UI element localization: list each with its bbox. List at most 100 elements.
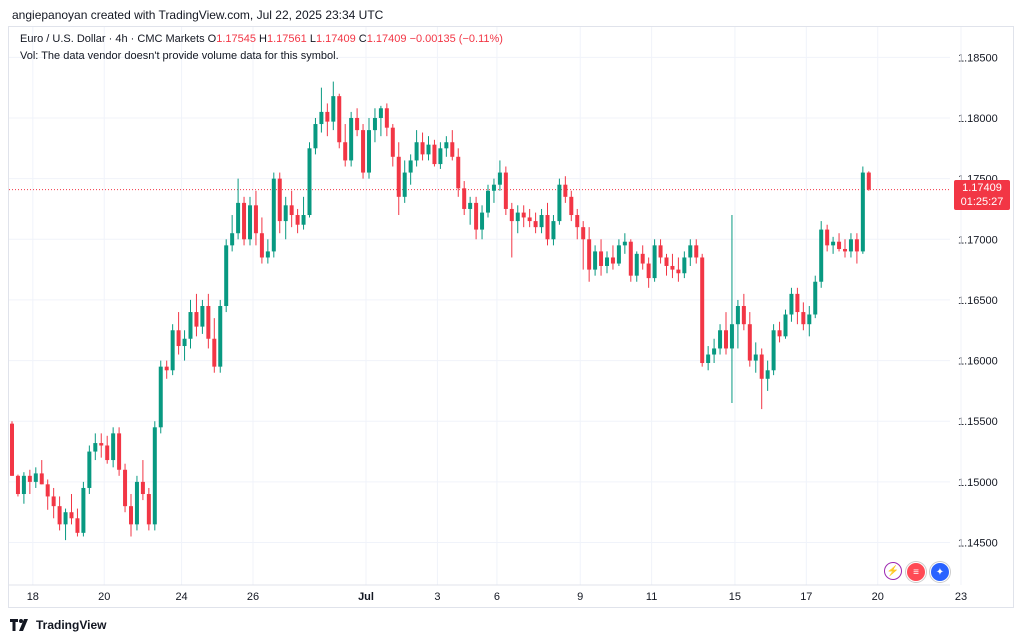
candle-body: [646, 263, 651, 279]
candle-body: [765, 370, 770, 379]
candle-body: [712, 348, 717, 355]
candle-body: [129, 506, 133, 525]
candle-body: [384, 108, 389, 128]
candle-body: [718, 330, 723, 349]
candle-body: [438, 148, 443, 165]
candle-body: [771, 330, 776, 371]
open-label: O: [207, 33, 217, 45]
candle-body: [99, 443, 104, 446]
candle-body: [212, 338, 217, 367]
candle-body: [378, 108, 383, 118]
candle-body: [349, 117, 354, 161]
candle-body: [152, 427, 157, 525]
x-tick-label: 23: [955, 591, 967, 603]
x-tick-label: 17: [800, 591, 812, 603]
candle-body: [337, 96, 342, 143]
candle-body: [551, 221, 556, 240]
candle-body: [265, 251, 270, 258]
candle-body: [361, 130, 366, 173]
candle-body: [670, 265, 675, 270]
candle-body: [813, 281, 818, 315]
symbol-badges: ⚡ ≡ ✦: [884, 562, 950, 582]
candle-body: [491, 184, 496, 191]
candle-body: [825, 229, 830, 246]
volume-note: Vol: The data vendor doesn't provide vol…: [20, 50, 339, 62]
candle-body: [63, 512, 68, 525]
candle-body: [497, 172, 502, 185]
candle-body: [396, 156, 401, 197]
low-value: 1.17409: [315, 33, 356, 45]
candle-body: [521, 212, 526, 218]
ohlc-legend: Euro / U.S. Dollar · 4h · CMC Markets O 1…: [20, 33, 503, 45]
candle-body: [194, 312, 199, 327]
candle-body: [503, 172, 508, 209]
candle-body: [759, 354, 764, 379]
candle-body: [545, 215, 550, 240]
eu-flag-icon[interactable]: ✦: [930, 562, 950, 582]
candle-body: [117, 433, 122, 470]
candle-body: [616, 245, 621, 264]
candle-body: [676, 269, 681, 274]
low-label: L: [309, 33, 316, 45]
candle-body: [729, 324, 734, 349]
candle-body: [253, 205, 258, 234]
last-price-label: 1.17409 01:25:27: [954, 180, 1010, 210]
candle-body: [313, 124, 318, 149]
candle-body: [450, 142, 455, 157]
candle-body: [735, 306, 740, 325]
candle-body: [414, 142, 419, 161]
x-tick-label: Jul: [358, 591, 374, 603]
bolt-icon[interactable]: ⚡: [884, 562, 902, 580]
y-tick-label: 1.15500: [958, 416, 998, 428]
close-value: 1.17409: [366, 33, 407, 45]
candle-body: [420, 142, 425, 155]
candle-body: [747, 324, 752, 361]
y-tick-label: 1.16500: [958, 295, 998, 307]
candle-body: [15, 475, 20, 495]
y-tick-label: 1.14500: [958, 538, 998, 550]
candle-body: [634, 253, 639, 276]
candle-body: [664, 257, 669, 266]
y-tick-label: 1.18000: [958, 113, 998, 125]
candle-body: [539, 215, 544, 228]
candle-body: [843, 248, 847, 252]
candle-body: [164, 366, 169, 371]
candle-body: [45, 484, 50, 497]
us-flag-icon[interactable]: ≡: [906, 562, 926, 582]
candle-body: [343, 142, 348, 161]
candle-body: [176, 330, 181, 347]
candle-body: [87, 451, 92, 488]
candle-body: [170, 330, 175, 371]
y-tick-label: 1.16000: [958, 356, 998, 368]
y-tick-label: 1.17000: [958, 234, 998, 246]
x-tick-label: 6: [494, 591, 500, 603]
candle-body: [259, 233, 264, 258]
x-tick-label: 26: [247, 591, 259, 603]
candle-body: [486, 190, 490, 213]
x-tick-label: 15: [729, 591, 741, 603]
candle-body: [700, 257, 705, 364]
candle-body: [807, 314, 812, 325]
countdown-value: 01:25:27: [960, 196, 1004, 208]
candle-body: [206, 306, 211, 339]
candle-body: [319, 111, 324, 125]
candle-body: [783, 314, 788, 337]
footer-brand[interactable]: TradingView: [10, 618, 106, 632]
candle-body: [652, 245, 657, 279]
candle-body: [218, 306, 223, 367]
candle-body: [200, 306, 205, 327]
candle-body: [593, 251, 598, 270]
candle-body: [515, 212, 520, 222]
candle-body: [569, 196, 574, 216]
candle-body: [134, 481, 139, 525]
change-value: −0.00135 (−0.11%): [409, 33, 503, 45]
candle-body: [75, 518, 80, 533]
symbol-label: Euro / U.S. Dollar · 4h · CMC Markets: [20, 33, 205, 45]
y-tick-label: 1.18500: [958, 52, 998, 64]
chart-frame: [8, 26, 1014, 608]
candle-body: [372, 117, 377, 131]
candle-body: [866, 172, 871, 190]
last-price-value: 1.17409: [962, 182, 1002, 194]
candle-body: [587, 239, 592, 270]
